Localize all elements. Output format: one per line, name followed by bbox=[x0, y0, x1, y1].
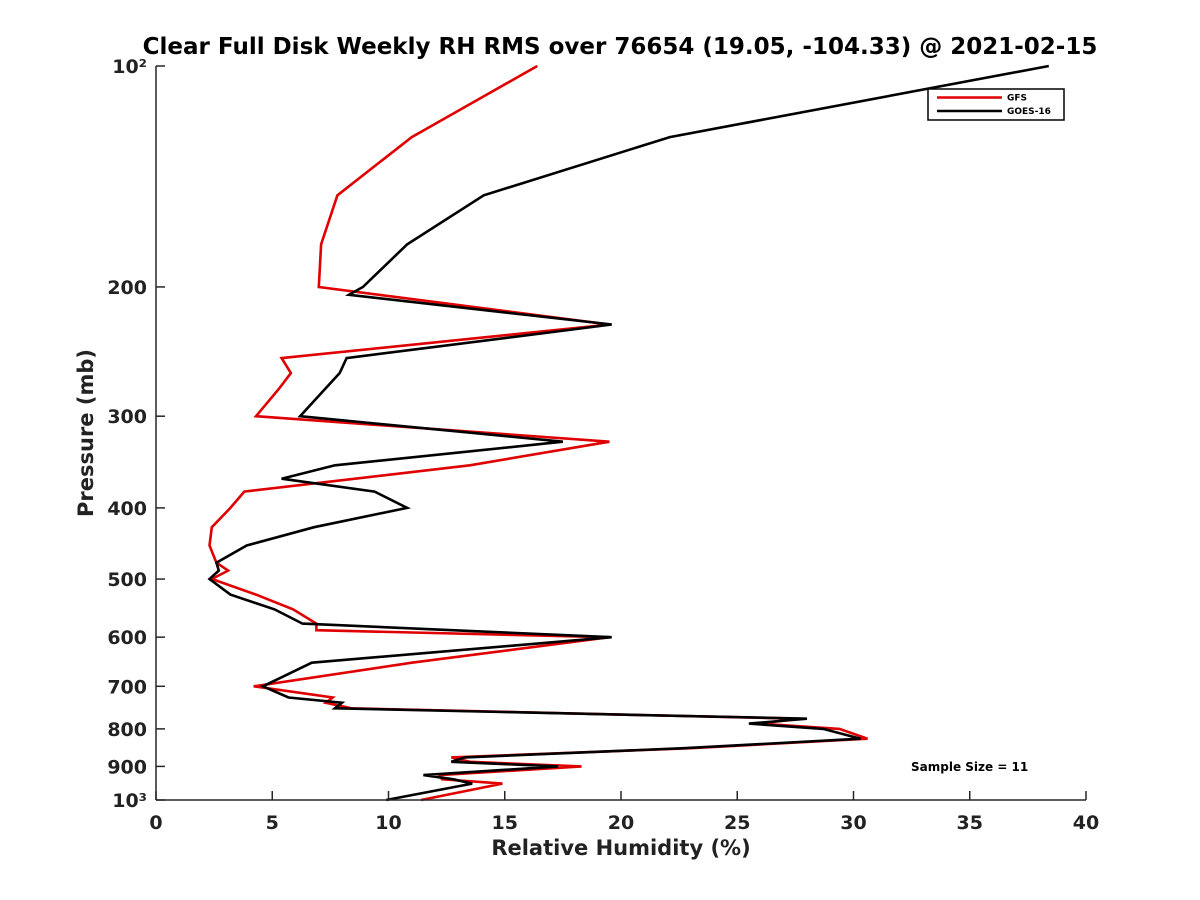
series-layer bbox=[207, 64, 1050, 802]
x-tick-label: 20 bbox=[608, 812, 634, 834]
y-tick-label: 900 bbox=[107, 756, 147, 778]
x-tick-label: 15 bbox=[492, 812, 518, 834]
axes-layer: 0 5 10 15 20 25 30 35 40 10² 200 300 400 500 600 700 800… bbox=[107, 56, 1099, 834]
sample-size-annotation: Sample Size = 11 bbox=[911, 760, 1028, 774]
chart-title: Clear Full Disk Weekly RH RMS over 76654… bbox=[143, 34, 1098, 60]
legend: GFS GOES-16 bbox=[927, 88, 1065, 121]
x-tick-label: 30 bbox=[840, 812, 866, 834]
legend-label-gfs: GFS bbox=[1007, 94, 1027, 104]
x-tick-label: 0 bbox=[149, 812, 162, 834]
y-axis-label: Pressure (mb) bbox=[74, 349, 98, 517]
x-tick-label: 10 bbox=[375, 812, 401, 834]
y-tick-label: 400 bbox=[107, 498, 147, 520]
y-tick-label: 500 bbox=[107, 569, 147, 591]
y-tick-label: 600 bbox=[107, 627, 147, 649]
x-tick-label: 35 bbox=[957, 812, 983, 834]
series-line-goes16 bbox=[207, 64, 1050, 802]
y-tick-label: 700 bbox=[107, 676, 147, 698]
x-axis-label: Relative Humidity (%) bbox=[491, 836, 750, 860]
y-tick-label: 200 bbox=[107, 277, 147, 299]
plot-background bbox=[156, 66, 1086, 800]
legend-label-goes16: GOES-16 bbox=[1007, 107, 1051, 117]
y-tick-label: 10² bbox=[112, 56, 147, 78]
y-tick-label: 10³ bbox=[112, 790, 147, 812]
x-tick-label: 5 bbox=[266, 812, 279, 834]
x-tick-label: 25 bbox=[724, 812, 750, 834]
legend-box bbox=[927, 88, 1065, 121]
plot-area bbox=[156, 66, 1086, 800]
y-tick-label: 800 bbox=[107, 719, 147, 741]
x-tick-label: 40 bbox=[1073, 812, 1099, 834]
y-tick-label: 300 bbox=[107, 406, 147, 428]
